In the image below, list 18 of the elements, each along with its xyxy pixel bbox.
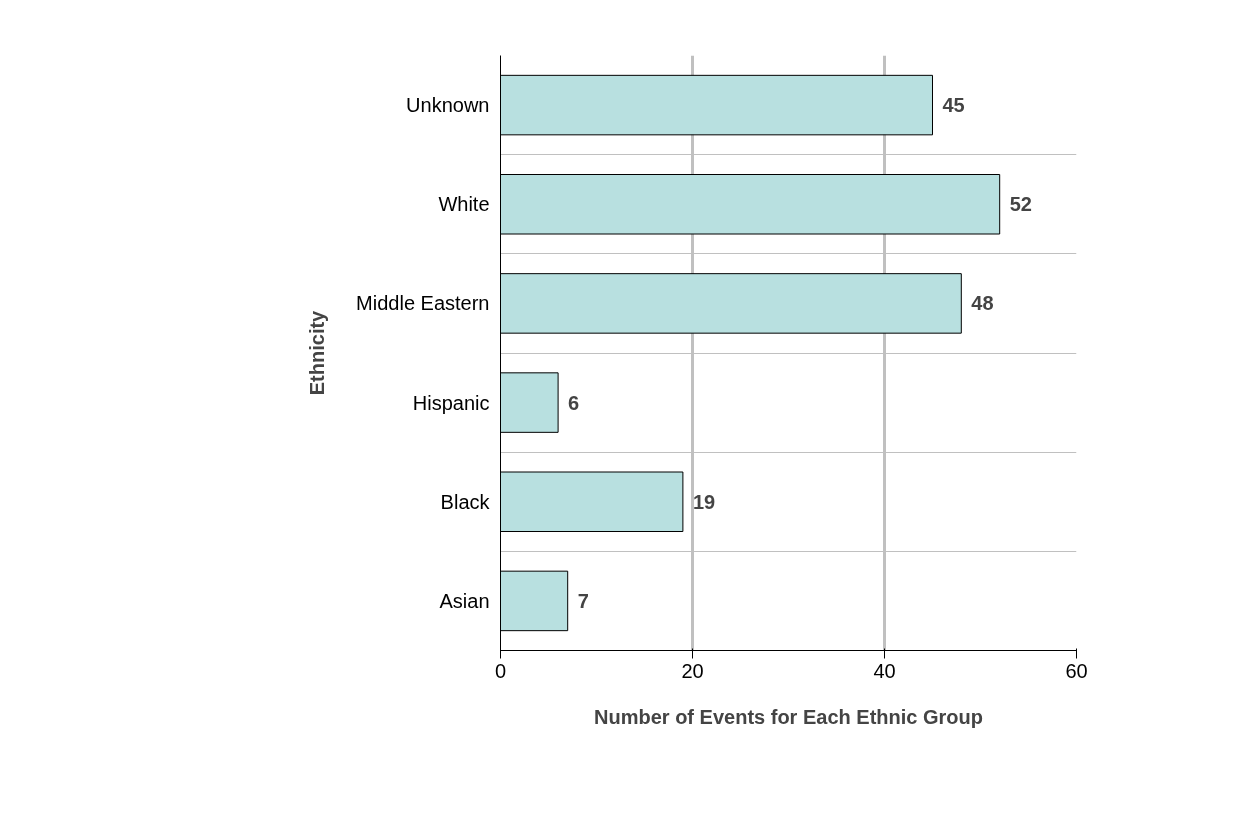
data-label: 19 [692,490,716,513]
x-tick-label: 20 [681,659,704,682]
data-label: 45 [942,94,965,117]
y-tick-label: Unknown [406,94,490,117]
y-tick-label: White [438,193,490,216]
x-tick-label: 60 [1065,659,1088,682]
x-tick-label: 40 [873,659,896,682]
y-tick-label: Hispanic [412,391,490,414]
y-tick-label: Asian [439,589,490,612]
y-tick-label: Black [440,490,491,513]
data-label: 48 [971,292,994,315]
data-label: 6 [568,391,580,414]
y-axis-title: Ethnicity [306,309,329,396]
y-tick-label: Middle Eastern [356,292,490,315]
data-label: 52 [1009,193,1032,216]
x-axis-title: Number of Events for Each Ethnic Group [594,705,983,728]
data-label: 7 [577,589,589,612]
x-tick-label: 0 [494,659,507,682]
